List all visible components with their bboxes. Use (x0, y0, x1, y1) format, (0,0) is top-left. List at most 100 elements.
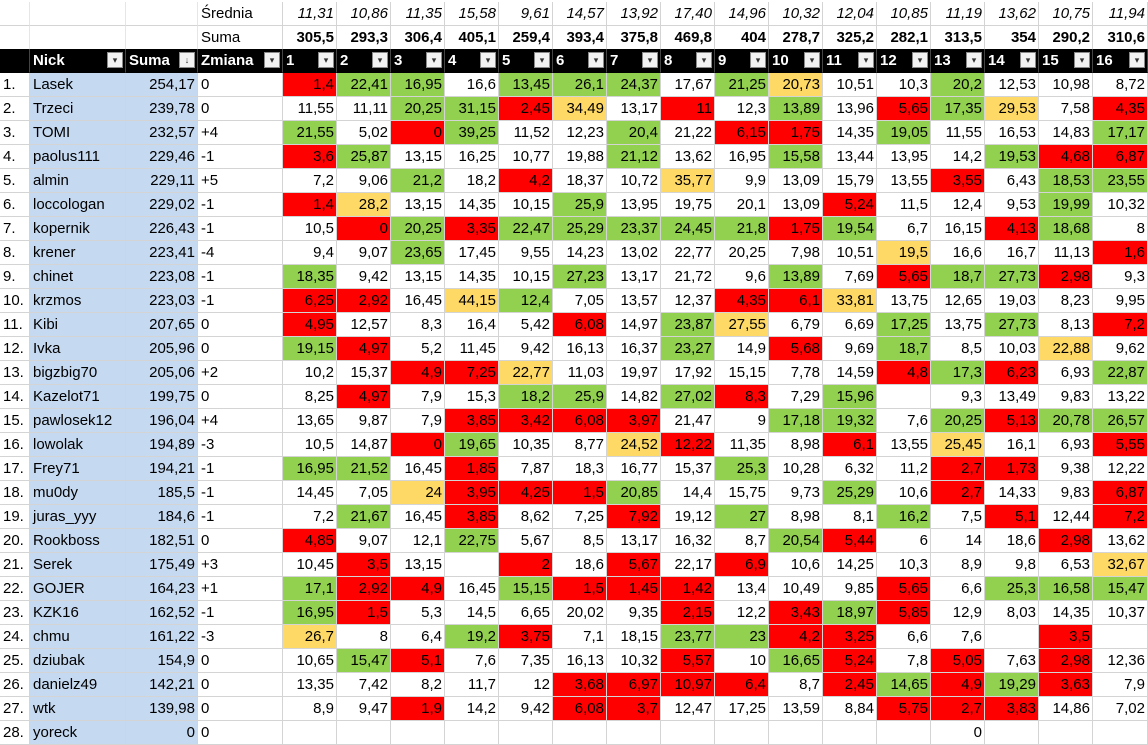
filter-dropdown-icon[interactable]: ▾ (858, 52, 874, 68)
zmiana-cell[interactable]: +4 (198, 121, 283, 145)
zmiana-cell[interactable]: +1 (198, 577, 283, 601)
score-cell[interactable]: 6,9 (715, 553, 769, 577)
score-cell[interactable]: 13,22 (1093, 385, 1148, 409)
rank-cell[interactable]: 1. (0, 73, 30, 97)
score-cell[interactable]: 19,5 (877, 241, 931, 265)
score-cell[interactable]: 19,29 (985, 673, 1039, 697)
score-cell[interactable]: 12,57 (337, 313, 391, 337)
score-cell[interactable]: 12,4 (499, 289, 553, 313)
score-cell[interactable]: 16,95 (715, 145, 769, 169)
score-cell[interactable]: 17,1 (283, 577, 337, 601)
score-cell[interactable]: 16,45 (391, 505, 445, 529)
score-cell[interactable]: 8,62 (499, 505, 553, 529)
score-cell[interactable]: 1,42 (661, 577, 715, 601)
score-cell[interactable]: 9,95 (1093, 289, 1148, 313)
score-cell[interactable]: 3,63 (1039, 673, 1093, 697)
score-cell[interactable]: 11,7 (445, 673, 499, 697)
suma-cell[interactable]: 205,96 (126, 337, 198, 361)
score-cell[interactable]: 4,97 (337, 337, 391, 361)
score-cell[interactable]: 5,67 (607, 553, 661, 577)
score-cell[interactable]: 9,35 (607, 601, 661, 625)
score-cell[interactable]: 14,23 (553, 241, 607, 265)
score-cell[interactable]: 4,9 (391, 577, 445, 601)
score-cell[interactable]: 3,55 (931, 169, 985, 193)
suma-cell[interactable]: 205,06 (126, 361, 198, 385)
score-cell[interactable]: 18,97 (823, 601, 877, 625)
rank-cell[interactable]: 2. (0, 97, 30, 121)
score-cell[interactable] (985, 625, 1039, 649)
rank-cell[interactable]: 9. (0, 265, 30, 289)
score-cell[interactable]: 18,7 (877, 337, 931, 361)
suma-cell[interactable]: 162,52 (126, 601, 198, 625)
score-cell[interactable]: 9,55 (499, 241, 553, 265)
suma-cell[interactable]: 154,9 (126, 649, 198, 673)
score-cell[interactable] (877, 721, 931, 745)
score-cell[interactable] (553, 721, 607, 745)
srednia-round-3[interactable]: 11,35 (391, 2, 445, 26)
score-cell[interactable]: 20,78 (1039, 409, 1093, 433)
score-cell[interactable]: 9,07 (337, 529, 391, 553)
rank-cell[interactable]: 19. (0, 505, 30, 529)
score-cell[interactable]: 10,35 (499, 433, 553, 457)
score-cell[interactable]: 8,84 (823, 697, 877, 721)
filter-dropdown-icon[interactable]: ▾ (1020, 52, 1036, 68)
score-cell[interactable]: 9,87 (337, 409, 391, 433)
score-cell[interactable]: 5,42 (499, 313, 553, 337)
score-cell[interactable]: 13,15 (391, 553, 445, 577)
round-1-header[interactable]: 1 ▾ (283, 49, 337, 73)
score-cell[interactable]: 3,35 (445, 217, 499, 241)
score-cell[interactable]: 10 (715, 649, 769, 673)
score-cell[interactable]: 13,15 (391, 265, 445, 289)
nick-cell[interactable]: wtk (30, 697, 126, 721)
score-cell[interactable]: 7,9 (391, 385, 445, 409)
score-cell[interactable]: 11,5 (877, 193, 931, 217)
score-cell[interactable]: 7,2 (283, 505, 337, 529)
nick-cell[interactable]: Kibi (30, 313, 126, 337)
score-cell[interactable]: 14 (931, 529, 985, 553)
score-cell[interactable]: 12,37 (661, 289, 715, 313)
score-cell[interactable]: 3,5 (1039, 625, 1093, 649)
score-cell[interactable]: 5,05 (931, 649, 985, 673)
suma-cell[interactable]: 175,49 (126, 553, 198, 577)
score-cell[interactable]: 1,5 (553, 577, 607, 601)
round-9-header[interactable]: 9 ▾ (715, 49, 769, 73)
rank-cell[interactable]: 3. (0, 121, 30, 145)
score-cell[interactable]: 21,72 (661, 265, 715, 289)
score-cell[interactable]: 8,25 (283, 385, 337, 409)
score-cell[interactable]: 7,25 (445, 361, 499, 385)
score-cell[interactable]: 8,5 (931, 337, 985, 361)
score-cell[interactable]: 9,85 (823, 577, 877, 601)
rank-cell[interactable]: 26. (0, 673, 30, 697)
score-cell[interactable]: 10,32 (607, 649, 661, 673)
score-cell[interactable]: 7,9 (1093, 673, 1148, 697)
score-cell[interactable]: 16,25 (445, 145, 499, 169)
score-cell[interactable]: 14,2 (931, 145, 985, 169)
nick-cell[interactable]: Lasek (30, 73, 126, 97)
score-cell[interactable]: 14,59 (823, 361, 877, 385)
suma-cell[interactable]: 226,43 (126, 217, 198, 241)
score-cell[interactable]: 14,4 (661, 481, 715, 505)
score-cell[interactable]: 4,2 (769, 625, 823, 649)
score-cell[interactable]: 8,13 (1039, 313, 1093, 337)
score-cell[interactable]: 19,03 (985, 289, 1039, 313)
round-11-header[interactable]: 11 ▾ (823, 49, 877, 73)
score-cell[interactable]: 7,1 (553, 625, 607, 649)
suma-round-1[interactable]: 305,5 (283, 26, 337, 50)
suma-cell[interactable]: 229,46 (126, 145, 198, 169)
score-cell[interactable]: 9,69 (823, 337, 877, 361)
score-cell[interactable]: 11,52 (499, 121, 553, 145)
score-cell[interactable]: 10,77 (499, 145, 553, 169)
score-cell[interactable]: 31,15 (445, 97, 499, 121)
score-cell[interactable]: 10,32 (1093, 193, 1148, 217)
score-cell[interactable]: 19,99 (1039, 193, 1093, 217)
score-cell[interactable]: 9,53 (985, 193, 1039, 217)
score-cell[interactable]: 11,13 (1039, 241, 1093, 265)
zmiana-cell[interactable]: 0 (198, 313, 283, 337)
rank-cell[interactable]: 20. (0, 529, 30, 553)
suma-round-6[interactable]: 393,4 (553, 26, 607, 50)
score-cell[interactable]: 13,35 (283, 673, 337, 697)
score-cell[interactable]: 7,78 (769, 361, 823, 385)
score-cell[interactable]: 27,73 (985, 265, 1039, 289)
score-cell[interactable]: 6 (877, 529, 931, 553)
score-cell[interactable]: 12,44 (1039, 505, 1093, 529)
